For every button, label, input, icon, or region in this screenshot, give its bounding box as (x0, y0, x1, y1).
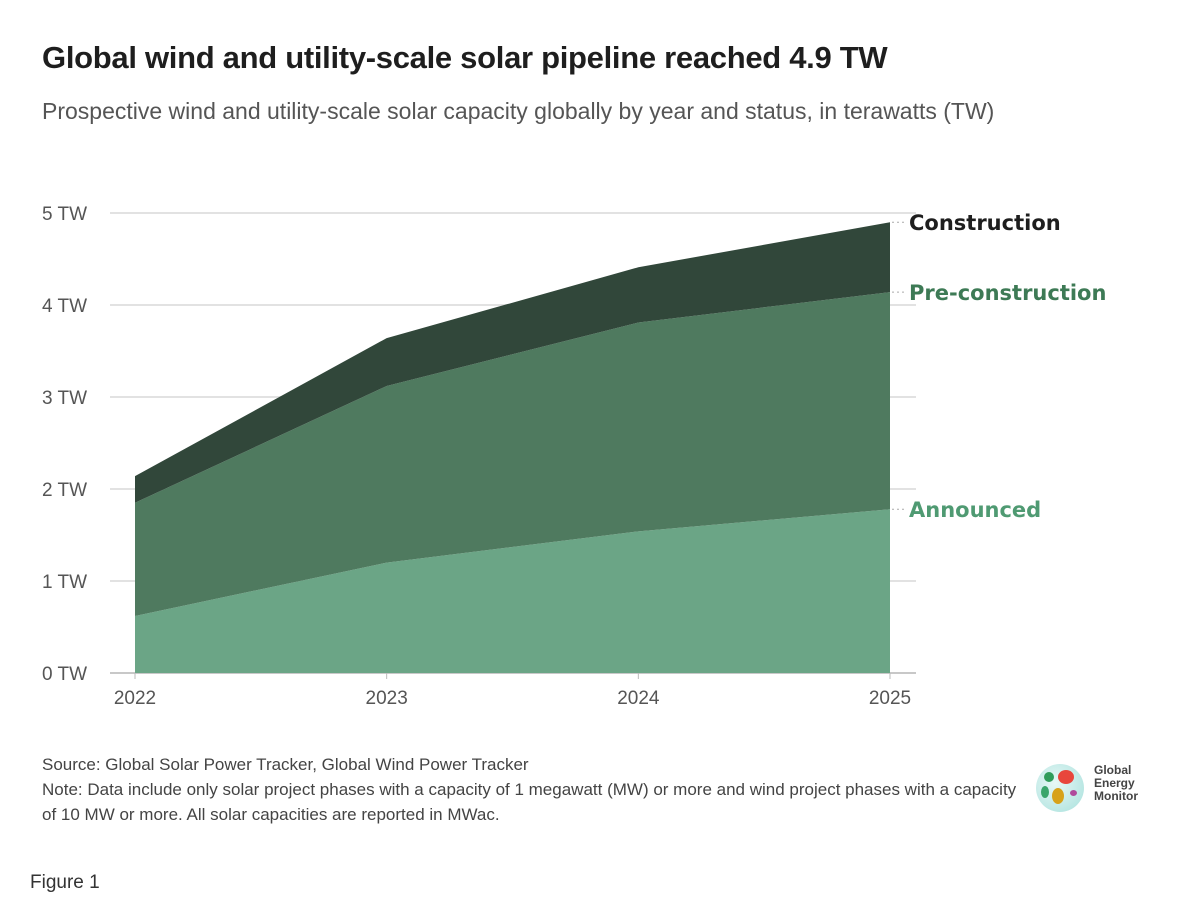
x-tick-label: 2025 (869, 688, 911, 709)
x-tick-label: 2024 (617, 688, 660, 709)
y-tick-label: 0 TW (42, 664, 87, 685)
area-pre-construction (135, 292, 890, 616)
x-tick-label: 2022 (114, 688, 156, 709)
figure-label: Figure 1 (30, 872, 100, 893)
chart-title: Global wind and utility-scale solar pipe… (42, 40, 888, 75)
y-tick-label: 1 TW (42, 572, 87, 593)
stacked-area-chart: 0 TW 1 TW 2 TW 3 TW 4 TW 5 TW 2022 2023 2024 2025… (42, 204, 1106, 709)
y-tick-label: 3 TW (42, 388, 87, 409)
series-label: Announced (909, 498, 1041, 522)
area-announced (135, 509, 890, 673)
series-label: Construction (909, 211, 1061, 235)
logo-text-line: Energy (1094, 776, 1135, 790)
chart-subtitle: Prospective wind and utility-scale solar… (42, 98, 995, 124)
area-construction (135, 222, 890, 503)
y-tick-label: 2 TW (42, 480, 87, 501)
source-text: Source: Global Solar Power Tracker, Glob… (42, 755, 529, 774)
y-tick-label: 5 TW (42, 204, 87, 225)
series-label: Pre-construction (909, 281, 1106, 305)
global-energy-monitor-logo: Global Energy Monitor (1036, 760, 1176, 816)
chart-footer: Source: Global Solar Power Tracker, Glob… (42, 752, 1032, 827)
note-text: Note: Data include only solar project ph… (42, 780, 1017, 824)
logo-text-line: Global (1094, 763, 1132, 777)
globe-icon (1036, 764, 1084, 812)
x-tick-label: 2023 (366, 688, 408, 709)
logo-text-line: Monitor (1094, 789, 1138, 803)
y-tick-label: 4 TW (42, 296, 87, 317)
